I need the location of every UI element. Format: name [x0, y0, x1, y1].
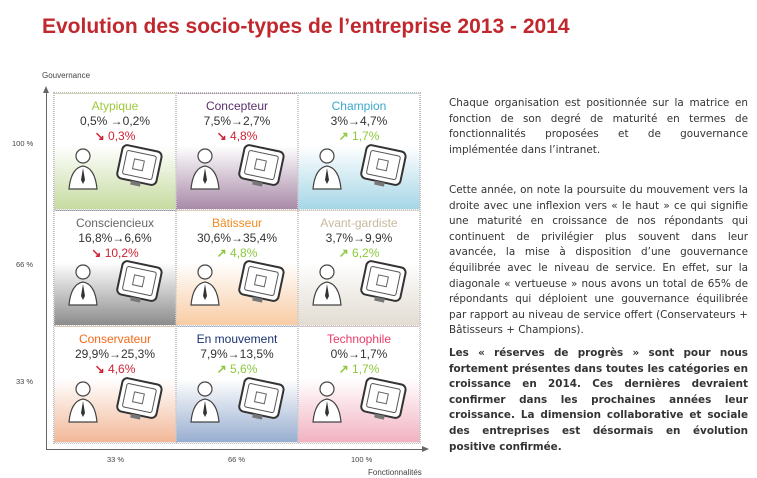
tablet-icon: [358, 143, 408, 195]
x-tick: 100 %: [351, 455, 373, 464]
cell-technophile: Technophile 0%→1,7% ↗ 1,7%: [298, 326, 420, 443]
person-icon: [188, 262, 222, 311]
socio-type-delta: ↗ 5,6%: [177, 362, 297, 376]
delta-value: 5,6%: [230, 362, 258, 377]
x-axis-arrow: [422, 446, 429, 452]
illustration: [299, 377, 419, 428]
socio-type-delta: ↘ 10,2%: [55, 246, 175, 260]
y-axis: [46, 92, 47, 449]
socio-type-values: 0,5% →0,2%: [79, 114, 151, 128]
socio-type-delta: ↘ 0,3%: [55, 129, 175, 143]
socio-type-values: 7,5%→2,7%: [203, 114, 271, 128]
trend-down-icon: ↘: [94, 362, 105, 377]
socio-type-name: Concepteur: [205, 99, 269, 113]
trend-up-icon: ↗: [338, 362, 349, 377]
person-icon: [66, 262, 100, 311]
person-icon: [310, 146, 344, 195]
delta-value: 1,7%: [352, 129, 380, 143]
delta-value: 1,7%: [352, 362, 380, 377]
y-axis-arrow: [43, 86, 49, 93]
illustration: [299, 143, 419, 195]
person-icon: [188, 379, 222, 428]
socio-type-name: Technophile: [326, 332, 392, 347]
tablet-icon: [114, 143, 164, 195]
y-tick: 66 %: [16, 260, 34, 269]
tablet-icon: [236, 260, 286, 311]
cell-consciencieux: Consciencieux 16,8%→6,6% ↘ 10,2%: [54, 209, 176, 327]
cell-conservateur: Conservateur 29,9%→25,3% ↘ 4,6%: [54, 326, 176, 443]
socio-type-delta: ↗ 6,2%: [299, 246, 419, 260]
socio-type-name: Champion: [331, 99, 387, 113]
illustration: [177, 377, 297, 428]
socio-type-delta: ↗ 1,7%: [299, 362, 419, 376]
x-axis: [46, 449, 424, 450]
socio-type-matrix: Atypique 0,5% →0,2% ↘ 0,3% Concepteur 7,5%→2…: [53, 92, 421, 444]
trend-down-icon: ↘: [94, 129, 105, 143]
trend-up-icon: ↗: [216, 362, 227, 377]
person-icon: [310, 379, 344, 428]
x-tick: 66 %: [228, 455, 246, 464]
person-icon: [66, 379, 100, 428]
socio-type-name: Atypique: [91, 99, 139, 113]
delta-value: 4,8%: [230, 245, 258, 260]
delta-value: 0,3%: [108, 129, 136, 143]
socio-type-name: Avant-gardiste: [320, 215, 398, 230]
cell-atypique: Atypique 0,5% →0,2% ↘ 0,3%: [54, 93, 176, 210]
trend-up-icon: ↗: [216, 245, 227, 260]
tablet-icon: [114, 377, 164, 428]
socio-type-delta: ↘ 4,8%: [177, 129, 297, 143]
page-title: Evolution des socio-types de l’entrepris…: [42, 15, 570, 38]
paragraph-intro: Chaque organisation est positionnée sur …: [449, 97, 748, 156]
y-tick: 33 %: [16, 377, 34, 386]
socio-type-values: 3%→4,7%: [330, 114, 388, 128]
trend-up-icon: ↗: [338, 129, 349, 143]
delta-value: 6,2%: [352, 245, 380, 260]
socio-type-name: Consciencieux: [75, 215, 155, 230]
illustration: [55, 143, 175, 195]
trend-down-icon: ↘: [91, 245, 102, 260]
socio-type-delta: ↘ 4,6%: [55, 362, 175, 376]
illustration: [55, 377, 175, 428]
trend-down-icon: ↘: [216, 129, 227, 143]
paragraph-conclusion: Les « réserves de progrès » sont pour no…: [449, 347, 748, 453]
y-axis-label: Gouvernance: [42, 71, 91, 80]
y-tick: 100 %: [12, 139, 34, 148]
cell-avant-gardiste: Avant-gardiste 3,7%→9,9% ↗ 6,2%: [298, 209, 420, 327]
trend-up-icon: ↗: [338, 245, 349, 260]
illustration: [177, 260, 297, 311]
person-icon: [66, 146, 100, 195]
person-icon: [310, 262, 344, 311]
tablet-icon: [358, 260, 408, 311]
socio-type-values: 0%→1,7%: [330, 347, 388, 362]
delta-value: 10,2%: [104, 245, 139, 260]
cell-concepteur: Concepteur 7,5%→2,7% ↘ 4,8%: [176, 93, 298, 210]
x-axis-label: Fonctionnalités: [368, 468, 422, 477]
socio-type-values: 16,8%→6,6%: [78, 230, 152, 245]
delta-value: 4,6%: [108, 362, 136, 377]
socio-type-name: En mouvement: [196, 332, 278, 347]
socio-type-name: Conservateur: [78, 332, 152, 347]
x-tick: 33 %: [107, 455, 125, 464]
paragraph-analysis: Cette année, on note la poursuite du mou…: [449, 184, 748, 337]
socio-type-values: 30,6%→35,4%: [196, 230, 278, 245]
socio-type-delta: ↗ 4,8%: [177, 246, 297, 260]
illustration: [55, 260, 175, 311]
cell-en-mouvement: En mouvement 7,9%→13,5% ↗ 5,6%: [176, 326, 298, 443]
illustration: [299, 260, 419, 311]
socio-type-delta: ↗ 1,7%: [299, 129, 419, 143]
illustration: [177, 143, 297, 195]
socio-type-values: 3,7%→9,9%: [325, 230, 393, 245]
tablet-icon: [236, 377, 286, 428]
socio-type-values: 7,9%→13,5%: [200, 347, 274, 362]
tablet-icon: [114, 260, 164, 311]
person-icon: [188, 146, 222, 195]
socio-type-values: 29,9%→25,3%: [74, 347, 156, 362]
cell-bâtisseur: Bâtisseur 30,6%→35,4% ↗ 4,8%: [176, 209, 298, 327]
tablet-icon: [236, 143, 286, 195]
cell-champion: Champion 3%→4,7% ↗ 1,7%: [298, 93, 420, 210]
delta-value: 4,8%: [230, 129, 258, 143]
socio-type-name: Bâtisseur: [211, 215, 263, 230]
tablet-icon: [358, 377, 408, 428]
